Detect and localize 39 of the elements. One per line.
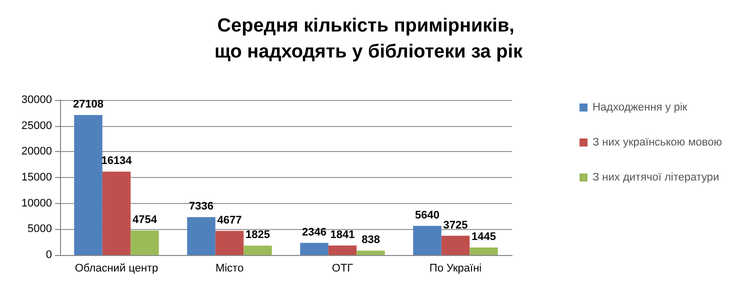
bar — [102, 172, 131, 255]
y-tick-label: 30000 — [21, 94, 52, 106]
x-tick-label: Місто — [215, 262, 244, 274]
x-tick-label: ОТГ — [332, 262, 354, 274]
bar — [441, 236, 470, 255]
data-label: 5640 — [415, 209, 440, 222]
y-tick-label: 15000 — [21, 172, 52, 184]
bar — [130, 230, 159, 255]
x-tick-label: По Україні — [429, 262, 482, 274]
y-tick-label: 20000 — [21, 146, 52, 158]
data-label: 27108 — [72, 98, 104, 110]
bar — [356, 250, 385, 255]
y-tick-label: 25000 — [21, 120, 52, 132]
legend-label: З них українською мовою — [592, 136, 722, 148]
x-tick-label: Обласний центр — [74, 262, 158, 274]
bar — [470, 248, 498, 255]
data-label: 1841 — [330, 228, 355, 241]
bar — [187, 217, 216, 255]
legend-label: Надходження у рік — [592, 102, 688, 114]
y-tick-label: 0 — [46, 249, 52, 261]
data-label: 4677 — [217, 214, 242, 226]
data-label: 2346 — [302, 226, 326, 238]
bar — [74, 114, 102, 255]
chart-title: Середня кількість примірників, що надходять у бібліотеки за рік — [214, 16, 523, 62]
data-label: 1445 — [472, 231, 496, 244]
y-tick-label: 5000 — [28, 223, 52, 236]
data-label: 1825 — [246, 229, 270, 242]
data-label: 16134 — [101, 155, 133, 168]
bar — [244, 246, 272, 255]
data-label: 3725 — [443, 219, 468, 232]
legend-label: З них дитячої літератури — [592, 172, 720, 184]
bar — [328, 245, 357, 255]
bar — [413, 226, 442, 255]
data-label: 838 — [362, 234, 380, 246]
data-label: 4754 — [132, 214, 158, 226]
bar — [215, 230, 244, 255]
data-label: 7336 — [189, 200, 214, 213]
y-tick-label: 10000 — [21, 197, 52, 210]
bar — [300, 242, 328, 255]
